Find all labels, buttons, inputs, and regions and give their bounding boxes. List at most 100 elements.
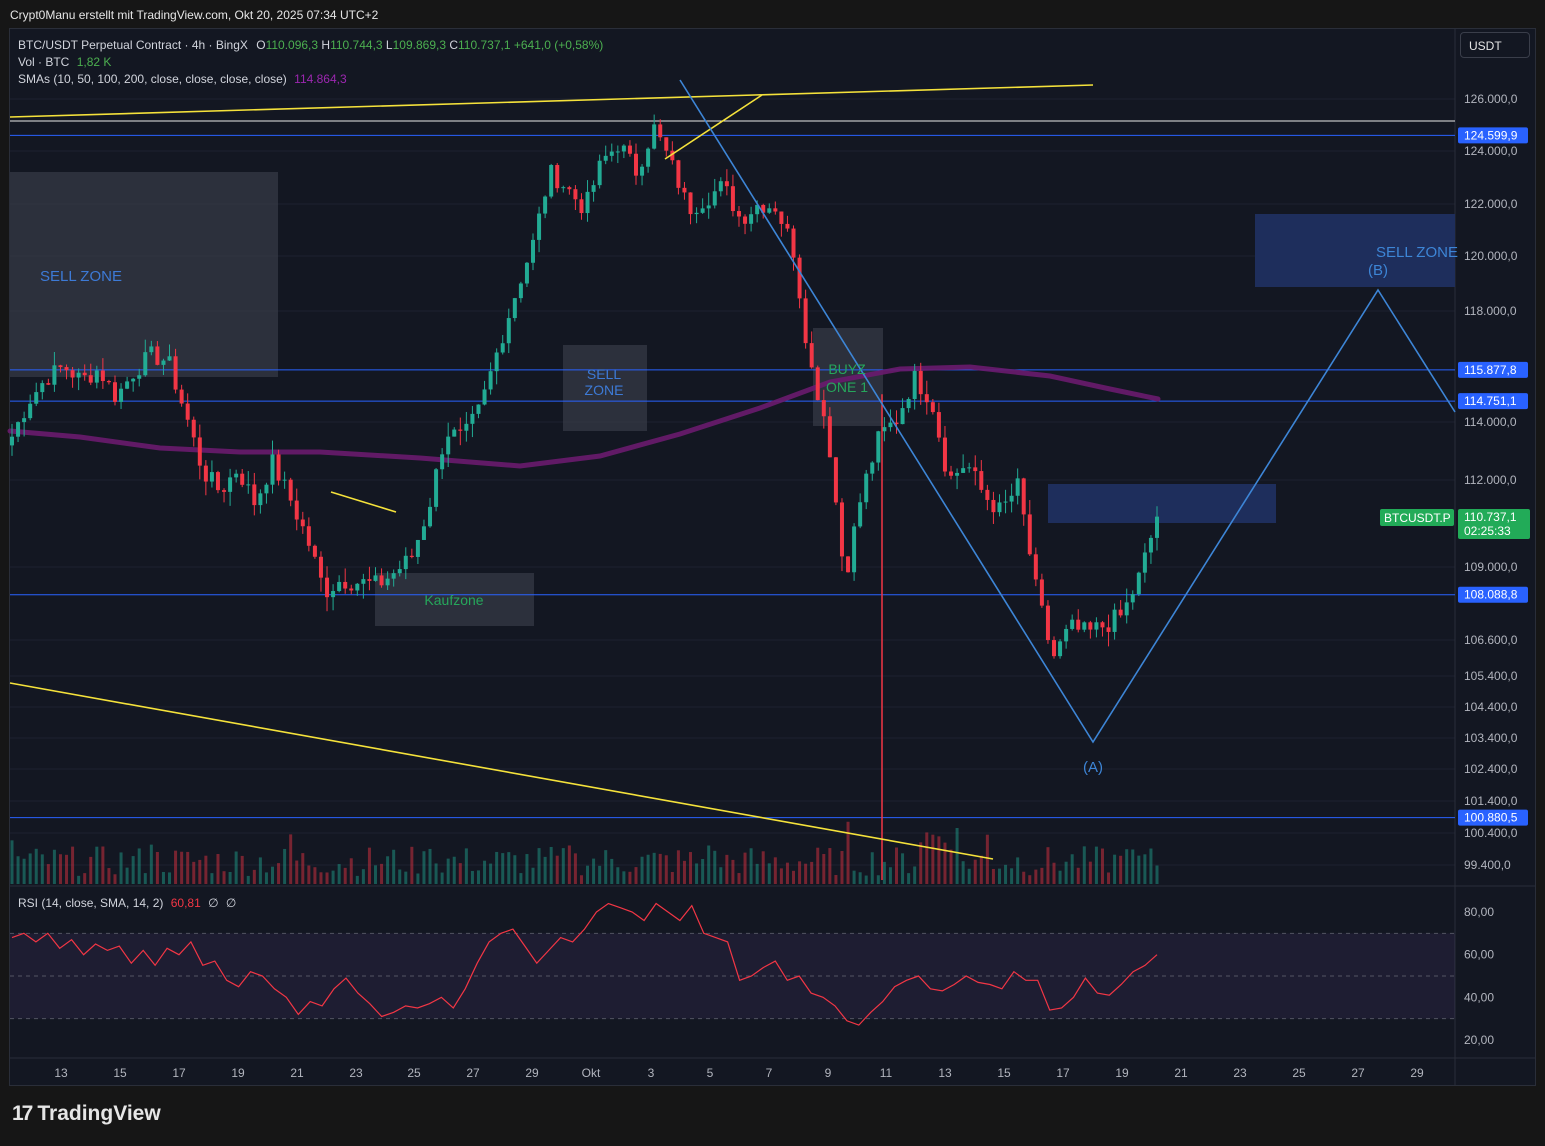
candle-body (749, 214, 754, 224)
open-value: 110.096,3 (265, 38, 319, 52)
volume-bar (440, 872, 444, 884)
volume-bar (985, 834, 989, 884)
volume-bar (761, 851, 765, 884)
volume-bar (737, 873, 741, 884)
volume-bar (973, 859, 977, 884)
volume-bar (555, 855, 559, 884)
candle-body (240, 473, 245, 485)
open-label: O (256, 38, 266, 52)
volume-bar (907, 873, 911, 884)
level-price-tag (1458, 586, 1528, 603)
volume-bar (277, 863, 281, 884)
volume-bar (864, 875, 868, 884)
candle-body (1027, 514, 1032, 555)
price-tick-label: 109.000,0 (1464, 560, 1518, 574)
candle-body (597, 160, 602, 186)
volume-bar (452, 856, 456, 884)
volume-bar (1125, 849, 1129, 884)
candle-body (458, 429, 463, 431)
candle-body (1003, 501, 1008, 503)
candle-body (682, 187, 687, 193)
volume-legend[interactable]: Vol · BTC 1,82 K (18, 55, 111, 69)
zone-box-2 (563, 345, 647, 431)
volume-bar (592, 858, 596, 884)
close-label: C (449, 38, 459, 52)
volume-bar (58, 854, 62, 884)
volume-bar (949, 849, 953, 884)
zones-layer (10, 172, 1455, 626)
volume-bar (373, 865, 377, 884)
volume-bar (882, 861, 886, 884)
candle-body (906, 399, 911, 409)
volume-bar (113, 874, 117, 884)
sma-legend[interactable]: SMAs (10, 50, 100, 200, close, close, cl… (18, 72, 347, 86)
volume-bar (664, 855, 668, 884)
time-tick-label: 7 (766, 1066, 773, 1080)
volume-bar (416, 873, 420, 884)
volume-bars (10, 821, 1159, 884)
candle-body (203, 465, 208, 482)
candle-body (379, 575, 384, 586)
rsi-legend[interactable]: RSI (14, close, SMA, 14, 2) 60,81 ∅ ∅ (18, 896, 236, 910)
volume-bar (216, 854, 220, 884)
candle-body (119, 388, 124, 402)
upper-trendline (9, 84, 1094, 118)
candle-body (167, 356, 172, 361)
candle-body (591, 185, 596, 192)
time-tick-label: Okt (582, 1066, 601, 1080)
candle-body (633, 153, 638, 176)
price-tick-label: 103.400,0 (1464, 731, 1518, 745)
volume-bar (107, 868, 111, 884)
candle-body (912, 370, 917, 400)
volume-bar (573, 853, 577, 884)
candle-body (215, 472, 220, 491)
volume-bar (616, 867, 620, 884)
symbol-title: BTC/USDT Perpetual Contract · 4h · BingX (18, 38, 248, 52)
price-tick-label: 104.400,0 (1464, 700, 1518, 714)
volume-bar (210, 873, 214, 884)
candle-body (337, 581, 342, 592)
volume-bar (634, 867, 638, 884)
candle-body (1130, 594, 1135, 603)
candle-body (397, 569, 402, 574)
tradingview-logo[interactable]: 17 TradingView (12, 1102, 161, 1126)
volume-bar (77, 875, 81, 884)
volume-bar (779, 868, 783, 884)
candle-body (331, 591, 336, 598)
candle-body (718, 181, 723, 192)
volume-bar (1016, 857, 1020, 884)
candle-body (1015, 478, 1020, 496)
currency-selector-button[interactable]: USDT (1460, 32, 1530, 58)
candle-body (827, 416, 832, 458)
symbol-legend[interactable]: BTC/USDT Perpetual Contract · 4h · BingX… (18, 38, 603, 52)
time-tick-label: 27 (466, 1066, 480, 1080)
volume-bar (10, 840, 14, 884)
volume-bar (1149, 848, 1153, 884)
candle-body (191, 419, 196, 438)
sma-value: 114.864,3 (294, 72, 347, 86)
volume-bar (840, 851, 844, 884)
candle-body (1112, 609, 1117, 632)
volume-bar (398, 869, 402, 884)
volume-bar (598, 865, 602, 884)
candle-body (1076, 619, 1081, 630)
candle-body (446, 436, 451, 455)
candle-body (1070, 619, 1075, 629)
volume-bar (1107, 872, 1111, 884)
volume-bar (264, 872, 268, 884)
candle-body (961, 468, 966, 473)
rsi-na-1: ∅ (208, 896, 219, 910)
volume-bar (931, 834, 935, 884)
candle-body (985, 489, 990, 500)
volume-bar (1131, 849, 1135, 884)
volume-bar (1143, 854, 1147, 884)
volume-bar (876, 875, 880, 884)
candle-body (1009, 495, 1014, 502)
price-tick-label: 114.000,0 (1464, 415, 1517, 429)
candle-body (670, 150, 675, 161)
volume-bar (701, 859, 705, 884)
volume-bar (101, 846, 105, 884)
volume-bar (1040, 867, 1044, 884)
volume-bar (610, 858, 614, 884)
